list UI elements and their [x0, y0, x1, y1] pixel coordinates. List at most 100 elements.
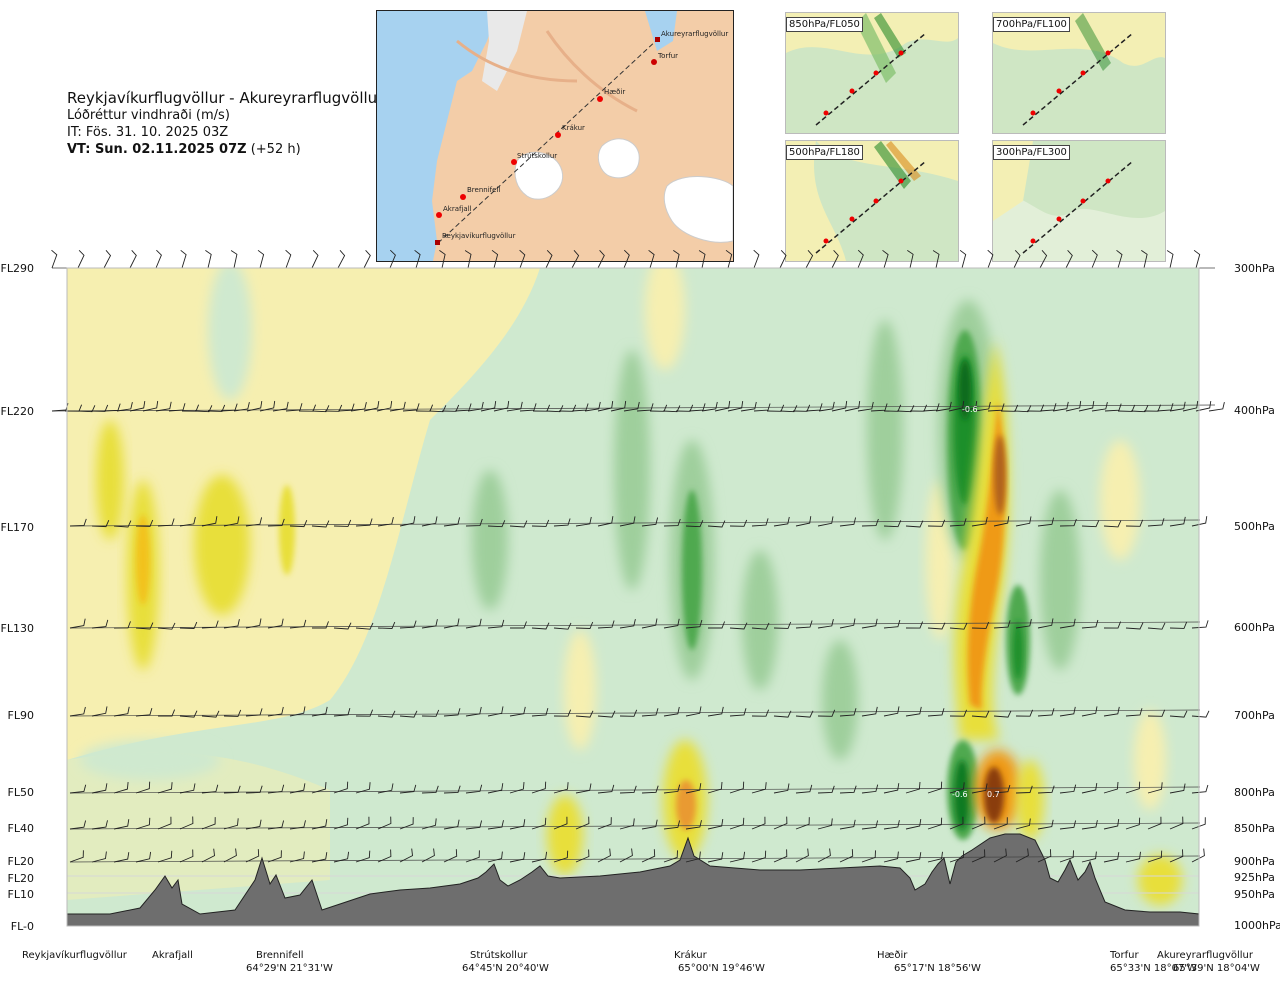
wind-barb: [773, 710, 792, 718]
wind-barb: [414, 249, 421, 269]
x-loc-krakur: Krákur: [674, 950, 707, 961]
wind-barb: [493, 400, 510, 412]
x-loc-torfur: Torfur: [1110, 950, 1139, 961]
route-map-graphic: Akureyrarflugvöllur Torfur Hæðir Krákur …: [377, 11, 733, 261]
mini-map-500-label: 500hPa/FL180: [786, 145, 863, 160]
wind-barb: [619, 785, 637, 794]
wind-barb: [69, 784, 87, 794]
wind-barb: [487, 851, 503, 863]
mini-map-300: 300hPa/FL300: [992, 140, 1166, 262]
wind-barb: [201, 516, 218, 527]
wind-barb: [707, 520, 726, 528]
wind-barb: [1081, 619, 1099, 629]
wind-barb: [673, 250, 680, 269]
wind-barb: [267, 618, 284, 629]
wind-barb: [896, 405, 915, 413]
fl-tick-9: FL10: [7, 888, 34, 901]
wind-barb: [927, 708, 945, 717]
wind-barb: [363, 249, 371, 269]
wind-barb: [949, 518, 967, 527]
wind-barb: [685, 783, 702, 794]
wind-barb: [751, 518, 769, 527]
wind-barb: [641, 517, 659, 527]
wind-barb: [267, 518, 285, 527]
wind-barb: [597, 620, 615, 629]
wind-barb: [289, 520, 308, 528]
wind-barb: [487, 619, 505, 629]
wind-barb: [201, 848, 215, 863]
wind-barb: [839, 819, 856, 830]
x-loc-reykjavik: Reykjavíkurflugvöllur: [22, 950, 127, 961]
wind-barb: [545, 405, 564, 413]
wind-barb: [1091, 401, 1108, 412]
fl-tick-0: FL290: [0, 262, 34, 275]
wind-barb: [817, 785, 835, 794]
wind-barb: [245, 849, 260, 863]
wind-barb: [949, 622, 968, 630]
wind-barb: [701, 401, 718, 412]
wind-barb: [575, 516, 592, 527]
wind-barb: [932, 250, 940, 269]
wind-barb: [201, 620, 219, 629]
wind-barb: [927, 851, 943, 863]
wind-barb: [510, 621, 527, 629]
wind-barb: [1037, 708, 1055, 717]
wind-barb: [725, 249, 733, 269]
wind-barb: [905, 621, 924, 629]
wind-barb: [531, 622, 550, 630]
wind-barb: [905, 781, 921, 794]
wind-barb: [714, 400, 731, 412]
x-coord-brennifell: 64°29'N 21°31'W: [246, 963, 333, 974]
wind-barb: [1037, 849, 1052, 863]
wind-barb: [1015, 785, 1033, 794]
wind-barb: [157, 850, 173, 863]
wind-barb: [399, 710, 418, 718]
map-label-krakur: Krákur: [562, 124, 585, 132]
wind-barb: [795, 784, 813, 794]
wind-barb: [311, 819, 328, 830]
wind-barb: [285, 249, 292, 269]
wind-barb: [844, 401, 861, 412]
wind-barb: [77, 249, 85, 269]
wind-barb: [751, 622, 770, 630]
wind-barb: [773, 783, 790, 794]
wind-barb: [245, 517, 263, 527]
wind-barb: [663, 784, 681, 794]
wind-barb: [1052, 401, 1069, 412]
wind-barb: [312, 621, 329, 629]
wind-barb: [1015, 618, 1032, 629]
wind-barb: [1130, 405, 1149, 413]
wind-barb: [1065, 249, 1073, 269]
wind-barb: [168, 403, 186, 412]
wind-barb: [707, 819, 724, 830]
annotation-low-min: -0.6: [952, 790, 968, 799]
wind-barb: [399, 620, 417, 629]
wind-barb: [993, 516, 1010, 527]
map-label-reykjavik: Reykjavíkurflugvöllur: [442, 232, 516, 240]
wind-barb: [861, 784, 879, 794]
wind-barb: [905, 520, 924, 528]
hpa-tick-0: 300hPa: [1234, 262, 1275, 275]
wind-barb: [839, 618, 856, 629]
wind-barb: [69, 518, 87, 527]
wind-barb: [641, 708, 659, 717]
mini-map-850: 850hPa/FL050: [785, 12, 959, 134]
hpa-tick-3: 600hPa: [1234, 621, 1275, 634]
wind-barb: [1103, 706, 1120, 717]
wind-barb: [1103, 852, 1120, 863]
wind-barb: [223, 848, 237, 863]
hpa-tick-8: 925hPa: [1234, 871, 1275, 884]
mini-map-700: 700hPa/FL100: [992, 12, 1166, 134]
wind-barb: [553, 782, 569, 794]
wind-barb: [267, 784, 285, 794]
wind-barb: [839, 517, 857, 527]
hpa-tick-7: 900hPa: [1234, 855, 1275, 868]
wind-barb: [949, 709, 968, 717]
wind-barb: [246, 401, 263, 412]
wind-barb: [443, 819, 460, 830]
wind-barb: [927, 622, 946, 630]
wind-barb: [698, 250, 706, 269]
wind-barb: [333, 851, 350, 863]
wind-barb: [971, 516, 988, 527]
wind-barb: [545, 249, 553, 269]
